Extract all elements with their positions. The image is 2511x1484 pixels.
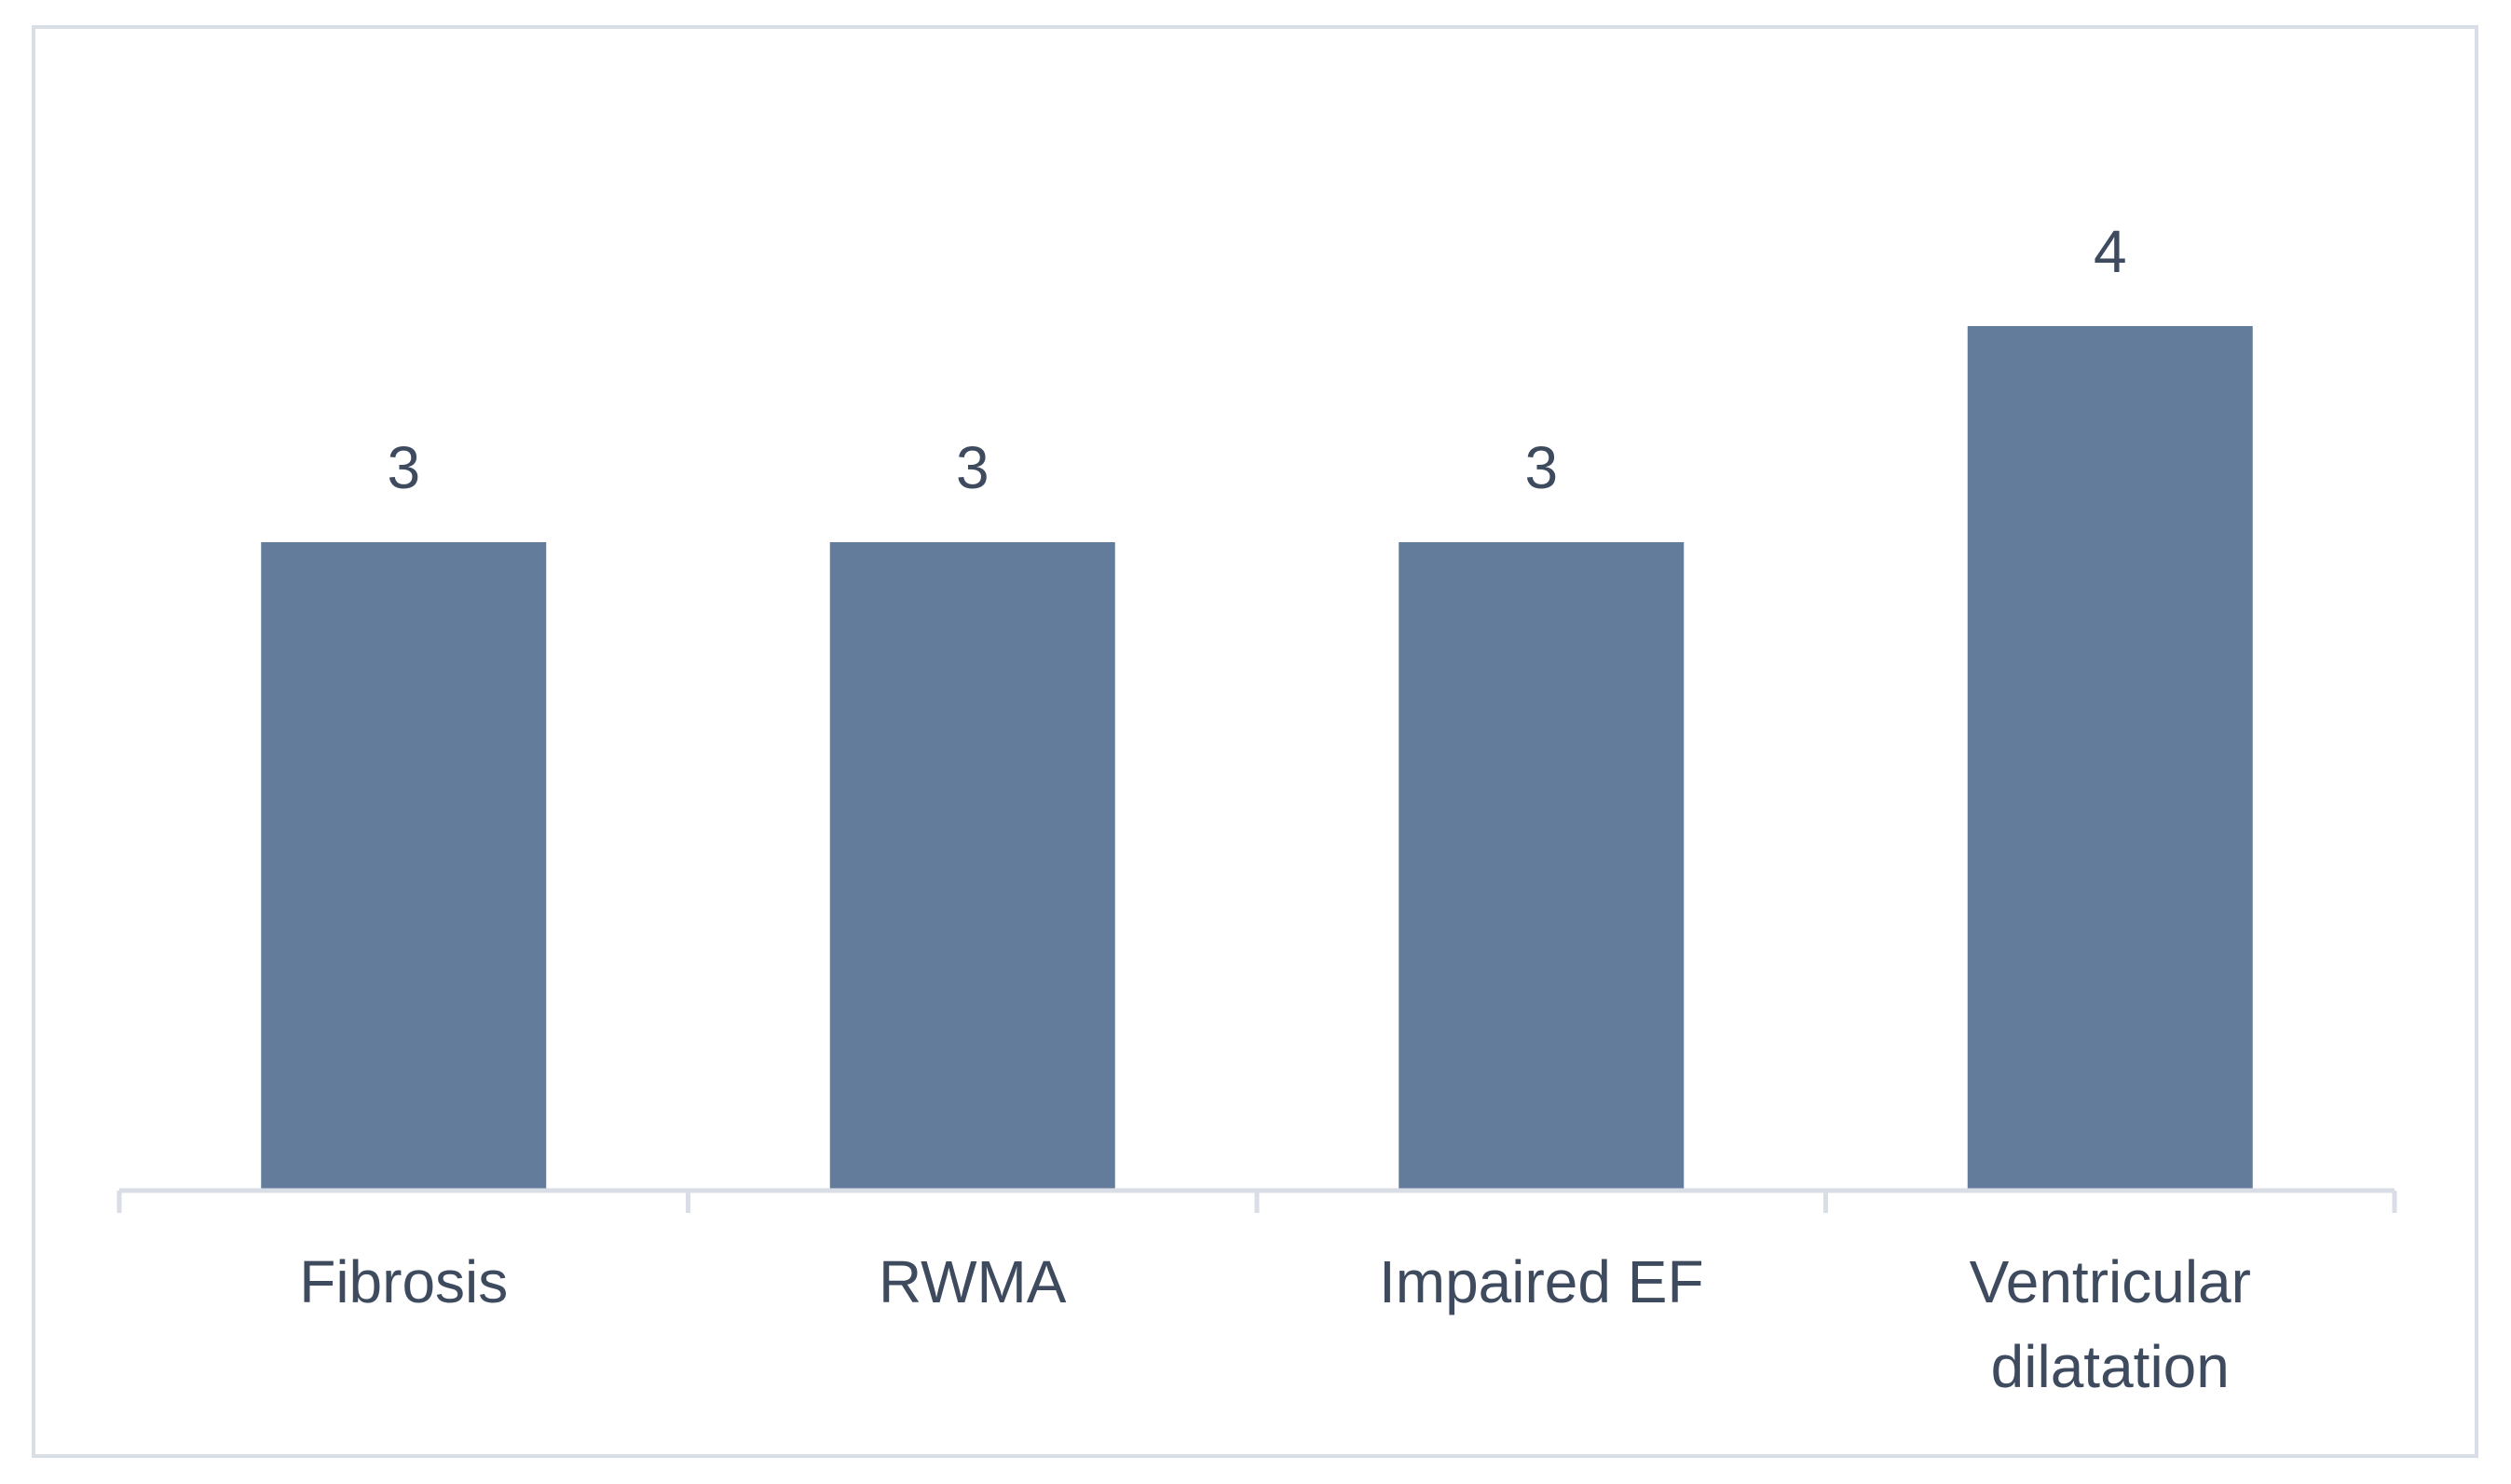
bar-rwma: [829, 542, 1115, 1191]
x-tick-labels-layer: Fibrosis RWMA Impaired EF Ventricular dilata…: [299, 1248, 2251, 1400]
x-tick-label: Ventricular: [1970, 1248, 2251, 1315]
data-label-fibrosis: 3: [387, 434, 420, 501]
data-label-impaired-ef: 3: [1524, 434, 1558, 501]
data-labels-layer: 3 3 3 4: [387, 218, 2126, 501]
x-tick-label: RWMA: [879, 1248, 1067, 1315]
x-axis: [116, 1188, 2397, 1213]
x-tick-label: Fibrosis: [299, 1248, 508, 1315]
data-label-ventricular-dilatation: 4: [2094, 218, 2127, 285]
bars-layer: [261, 326, 2253, 1191]
bar-impaired-ef: [1399, 542, 1685, 1191]
bar-ventricular-dilatation: [1967, 326, 2253, 1191]
bar-fibrosis: [261, 542, 547, 1191]
x-tick-label: Impaired EF: [1379, 1248, 1704, 1315]
x-tick-label: dilatation: [1991, 1333, 2230, 1400]
data-label-rwma: 3: [956, 434, 989, 501]
